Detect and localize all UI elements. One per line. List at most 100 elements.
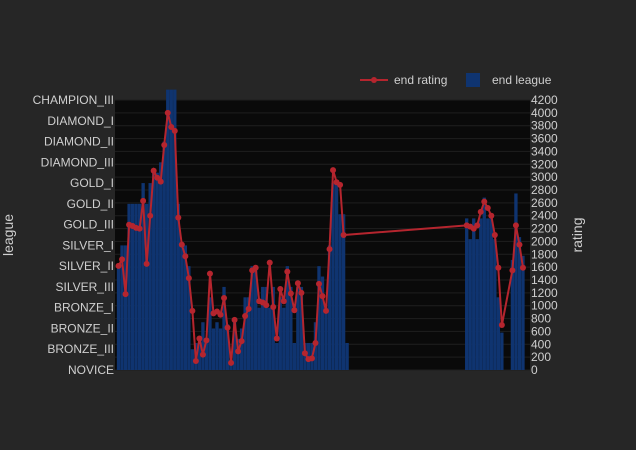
league-bar [331,183,335,370]
rating-point [330,167,337,174]
y-right-tick-label: 1600 [531,260,558,274]
league-bar [303,343,307,370]
rating-point [488,212,495,219]
league-bar [289,286,293,370]
rating-point [171,127,178,134]
league-bar [134,203,138,370]
rating-point [192,358,199,364]
league-bar [510,259,515,370]
rating-point [298,289,305,296]
y-right-tick-label: 800 [531,312,551,326]
league-bar [208,297,212,370]
y-left-axis-title: league [0,214,16,256]
league-bar [500,332,504,370]
y-right-tick-label: 1800 [531,247,558,261]
league-bar [264,286,268,370]
rating-point [168,124,175,130]
league-bar [261,286,265,370]
league-bar [180,245,184,370]
rating-point [491,232,498,238]
league-bar [341,214,346,370]
rating-point [199,351,206,358]
rating-point [185,275,192,282]
y-left-tick-label: GOLD_III [63,218,114,232]
league-bar [120,245,124,370]
rating-point [196,335,203,342]
y-left-tick-label: DIAMOND_III [41,155,114,169]
league-bar [345,343,349,370]
league-bar [162,141,166,370]
rating-point [189,307,196,314]
end-league-bars [116,89,525,370]
league-bar [517,237,522,370]
league-bar [271,286,275,370]
y-left-tick-label: BRONZE_II [51,321,114,335]
league-bar [514,193,518,370]
y-right-ticks: 0200400600800100012001400160018002000220… [531,93,558,377]
league-bar [257,307,261,370]
y-right-tick-label: 1000 [531,299,558,313]
league-bar [123,245,128,370]
league-bar [320,276,325,370]
league-bar [232,318,237,370]
rating-point [182,253,189,260]
league-bar [496,297,501,370]
league-bar [493,239,497,370]
league-bar [472,218,476,370]
y-right-tick-label: 3200 [531,157,558,171]
rating-point [221,295,228,301]
league-bar [327,245,332,370]
y-right-tick-label: 4200 [531,93,558,107]
league-bar [218,328,223,370]
league-bar [215,322,219,370]
rating-point [154,174,161,181]
rating-point [217,311,224,318]
y-right-tick-label: 2200 [531,222,558,236]
legend-bar-swatch [466,73,480,87]
y-right-tick-label: 3800 [531,119,558,133]
y-right-tick-label: 0 [531,363,538,377]
rating-point [143,260,150,267]
league-bar [268,307,272,370]
league-bar [275,343,279,370]
rating-point [147,212,154,219]
rating-point [294,280,301,287]
y-left-ticks: NOVICE BRONZE_III BRONZE_II BRONZE_I SILVER_… [33,93,114,377]
legend-label-end-league: end league [492,73,552,87]
league-bar [201,322,205,370]
rating-point [242,313,249,319]
y-right-tick-label: 1400 [531,273,558,287]
y-left-tick-label: GOLD_II [67,197,114,211]
league-bar [254,266,258,370]
league-bar [236,338,240,370]
rating-point [495,264,502,271]
league-bar [250,266,254,370]
rating-point [477,208,484,215]
rating-point [337,181,344,188]
league-bar [155,172,159,370]
y-right-tick-label: 400 [531,337,551,351]
rating-point [140,197,147,204]
league-bar [482,197,486,370]
rating-point [136,225,143,232]
rating-point [512,222,519,229]
league-bar [148,183,152,370]
rating-point [252,264,259,271]
rating-point [203,337,210,344]
rating-point [157,178,164,185]
y-right-tick-label: 1200 [531,286,558,300]
league-bar [211,328,216,370]
rating-point [235,348,242,355]
y-right-tick-label: 4000 [531,106,558,120]
league-bar [479,218,483,370]
rating-point [287,290,294,297]
y-right-axis-title: rating [569,217,585,252]
league-bar [169,89,173,370]
league-bar [176,203,180,370]
league-bar [246,297,251,370]
league-bar [204,340,209,370]
y-right-tick-label: 2000 [531,234,558,248]
legend[interactable]: end rating end league [360,73,552,87]
y-left-tick-label: SILVER_II [59,259,114,273]
rating-point [122,291,129,298]
